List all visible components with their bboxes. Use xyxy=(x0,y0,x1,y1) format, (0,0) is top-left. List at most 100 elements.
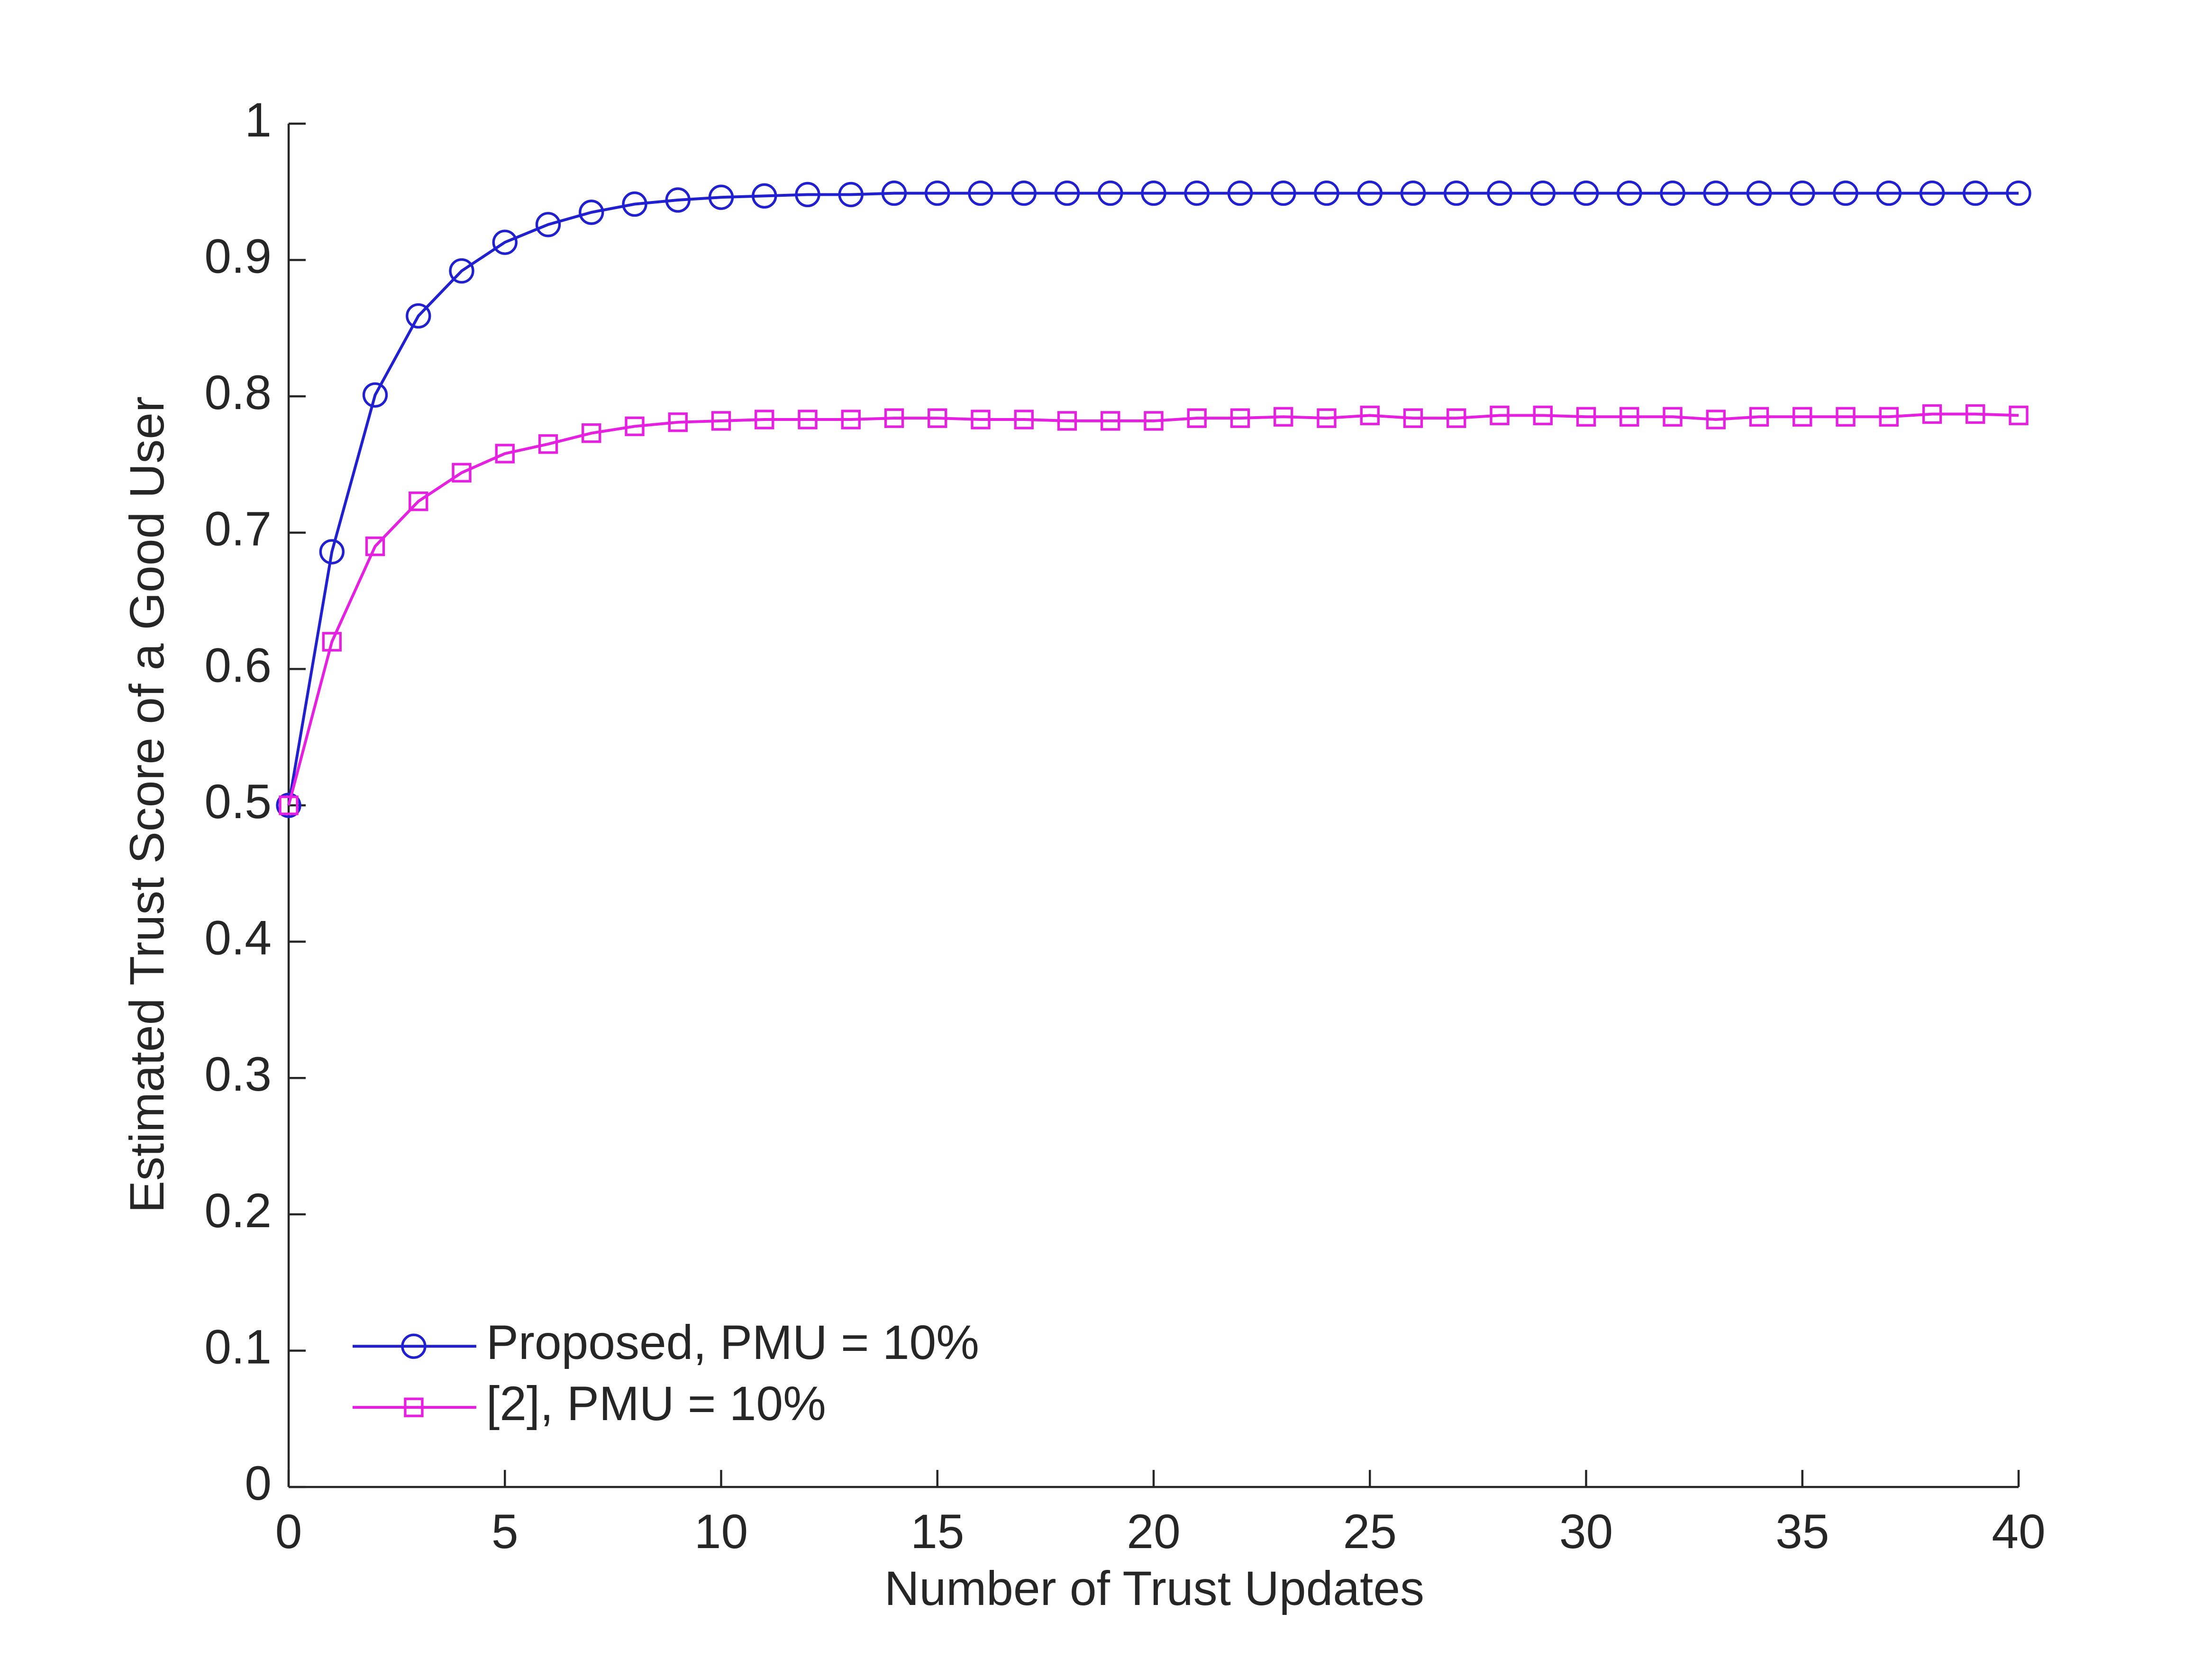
marker xyxy=(668,412,688,432)
marker xyxy=(1706,410,1726,429)
y-tick-label: 0.7 xyxy=(204,502,272,556)
marker xyxy=(841,410,861,429)
marker xyxy=(708,184,734,210)
x-axis-label: Number of Trust Updates xyxy=(884,1561,1424,1615)
marker xyxy=(1746,180,1772,206)
marker xyxy=(1187,408,1207,428)
x-tick-label: 10 xyxy=(694,1504,748,1559)
marker xyxy=(319,539,345,565)
marker xyxy=(1919,180,1945,206)
legend-label: Proposed, PMU = 10% xyxy=(486,1315,979,1369)
y-tick-label: 0 xyxy=(245,1456,272,1510)
marker xyxy=(1057,411,1077,431)
marker xyxy=(1230,408,1250,428)
legend-label: [2], PMU = 10% xyxy=(486,1376,826,1431)
x-tick-label: 40 xyxy=(1992,1504,2045,1559)
marker xyxy=(409,491,428,511)
series-line xyxy=(287,412,2019,806)
marker xyxy=(1876,180,1902,206)
marker xyxy=(452,463,472,483)
y-axis-label: Estimated Trust Score of a Good User xyxy=(120,396,174,1213)
marker xyxy=(1836,407,1856,427)
marker xyxy=(1317,408,1337,428)
y-tick-label: 0.5 xyxy=(204,775,272,829)
marker xyxy=(1793,407,1812,427)
marker xyxy=(968,180,993,206)
marker xyxy=(2006,180,2031,206)
marker xyxy=(711,411,731,431)
marker xyxy=(1227,180,1253,206)
marker xyxy=(538,434,558,454)
y-tick-label: 0.2 xyxy=(204,1184,272,1238)
marker xyxy=(1014,410,1034,429)
x-tick-label: 25 xyxy=(1343,1504,1397,1559)
marker xyxy=(752,183,777,209)
marker xyxy=(971,410,991,429)
marker xyxy=(1660,180,1685,206)
marker xyxy=(1144,411,1164,431)
marker xyxy=(1530,180,1556,206)
x-tick-label: 15 xyxy=(910,1504,964,1559)
marker xyxy=(798,410,818,429)
marker xyxy=(1573,180,1599,206)
marker xyxy=(495,444,515,464)
marker xyxy=(279,795,299,815)
marker xyxy=(755,410,774,429)
series-line xyxy=(287,191,2019,806)
marker xyxy=(362,382,388,408)
marker xyxy=(1749,407,1769,427)
marker xyxy=(1447,408,1466,428)
x-tick-label: 0 xyxy=(275,1504,302,1559)
y-tick-label: 0.9 xyxy=(204,229,272,283)
marker xyxy=(1879,407,1899,427)
x-tick-label: 35 xyxy=(1775,1504,1829,1559)
marker xyxy=(1703,180,1729,206)
x-tick-label: 20 xyxy=(1127,1504,1180,1559)
marker xyxy=(665,187,691,213)
marker xyxy=(1963,180,1988,206)
marker xyxy=(406,303,431,329)
marker xyxy=(535,212,561,237)
y-tick-label: 1 xyxy=(245,93,272,147)
y-tick-label: 0.8 xyxy=(204,365,272,419)
marker xyxy=(622,191,647,217)
marker xyxy=(1274,407,1293,427)
marker xyxy=(1357,180,1383,206)
marker xyxy=(928,408,947,428)
marker xyxy=(579,200,604,225)
marker xyxy=(2009,405,2029,426)
marker xyxy=(1098,180,1123,206)
marker xyxy=(1444,180,1469,206)
y-tick-label: 0.4 xyxy=(204,911,272,965)
marker xyxy=(582,423,601,443)
x-tick-label: 5 xyxy=(492,1504,519,1559)
x-tick-label: 30 xyxy=(1559,1504,1613,1559)
marker xyxy=(276,793,301,818)
marker xyxy=(925,180,950,206)
marker xyxy=(1054,180,1080,206)
y-tick-label: 0.1 xyxy=(204,1320,272,1374)
marker xyxy=(1403,408,1423,428)
marker xyxy=(492,229,518,255)
marker xyxy=(1487,180,1512,206)
marker xyxy=(1101,411,1120,431)
marker xyxy=(838,182,864,208)
legend-marker xyxy=(404,1397,424,1417)
marker xyxy=(884,408,904,428)
marker xyxy=(1141,180,1166,206)
marker xyxy=(1790,180,1815,206)
marker xyxy=(1617,180,1642,206)
marker xyxy=(1271,180,1296,206)
y-tick-label: 0.3 xyxy=(204,1047,272,1101)
marker xyxy=(1360,405,1380,426)
marker xyxy=(1533,405,1553,426)
marker xyxy=(322,632,342,652)
y-tick-label: 0.6 xyxy=(204,638,272,692)
legend-marker xyxy=(401,1333,427,1359)
marker xyxy=(1833,180,1858,206)
marker xyxy=(1966,404,1985,424)
marker xyxy=(449,258,474,284)
marker xyxy=(1314,180,1339,206)
marker xyxy=(365,536,385,556)
